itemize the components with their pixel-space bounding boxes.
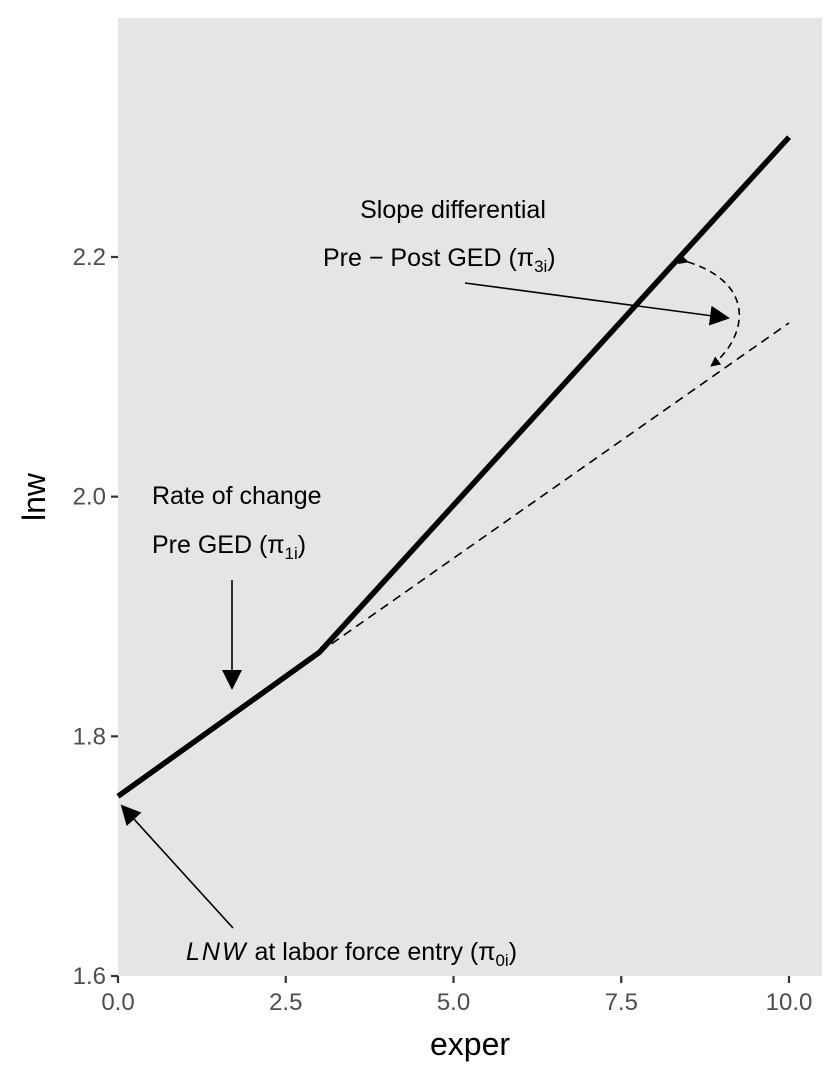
rate-line1: Rate of change xyxy=(152,482,322,510)
entry-label: LNW at labor force entry (π0i) xyxy=(186,938,517,970)
y-axis-title: lnw xyxy=(16,472,52,521)
x-tick-label: 5.0 xyxy=(437,989,470,1016)
y-tick-label: 1.8 xyxy=(73,723,106,750)
slope-diff-line2: Pre − Post GED (π3i) xyxy=(323,244,556,276)
x-tick-label: 7.5 xyxy=(605,989,638,1016)
rate-line2-text: Pre GED (π xyxy=(152,531,285,559)
plot-panel xyxy=(118,18,822,976)
annotation-texts: Slope differential Pre − Post GED (π3i) … xyxy=(152,196,556,970)
entry-sub: 0i xyxy=(495,951,508,970)
rate-close: ) xyxy=(298,531,306,559)
x-tick-label: 10.0 xyxy=(766,989,813,1016)
rate-sub: 1i xyxy=(285,544,298,563)
axes-layer: 0.0 2.5 5.0 7.5 10.0 1.6 1.8 2.0 2.2 xyxy=(73,244,813,1016)
entry-text: at labor force entry (π xyxy=(248,938,496,966)
y-tick-label: 2.2 xyxy=(73,244,106,271)
slope-diff-line1: Slope differential xyxy=(360,196,546,224)
curved-dashed-arrow xyxy=(677,254,741,367)
y-tick-label: 1.6 xyxy=(73,963,106,990)
series-layer xyxy=(116,135,792,799)
series-line-dashed xyxy=(318,322,790,654)
annotation-arrows xyxy=(120,254,741,929)
rate-line2: Pre GED (π1i) xyxy=(152,531,306,563)
slope-diff-close: ) xyxy=(547,244,555,272)
entry-italic: LNW xyxy=(186,938,248,966)
entry-close: ) xyxy=(509,938,517,966)
x-axis-title: exper xyxy=(430,1026,510,1062)
slope-diff-sub: 3i xyxy=(534,257,547,276)
entry-arrow xyxy=(120,804,234,929)
y-tick-label: 2.0 xyxy=(73,484,106,511)
slope-diff-line2-text: Pre − Post GED (π xyxy=(323,244,534,272)
x-tick-label: 2.5 xyxy=(269,989,302,1016)
x-tick-label: 0.0 xyxy=(101,989,134,1016)
